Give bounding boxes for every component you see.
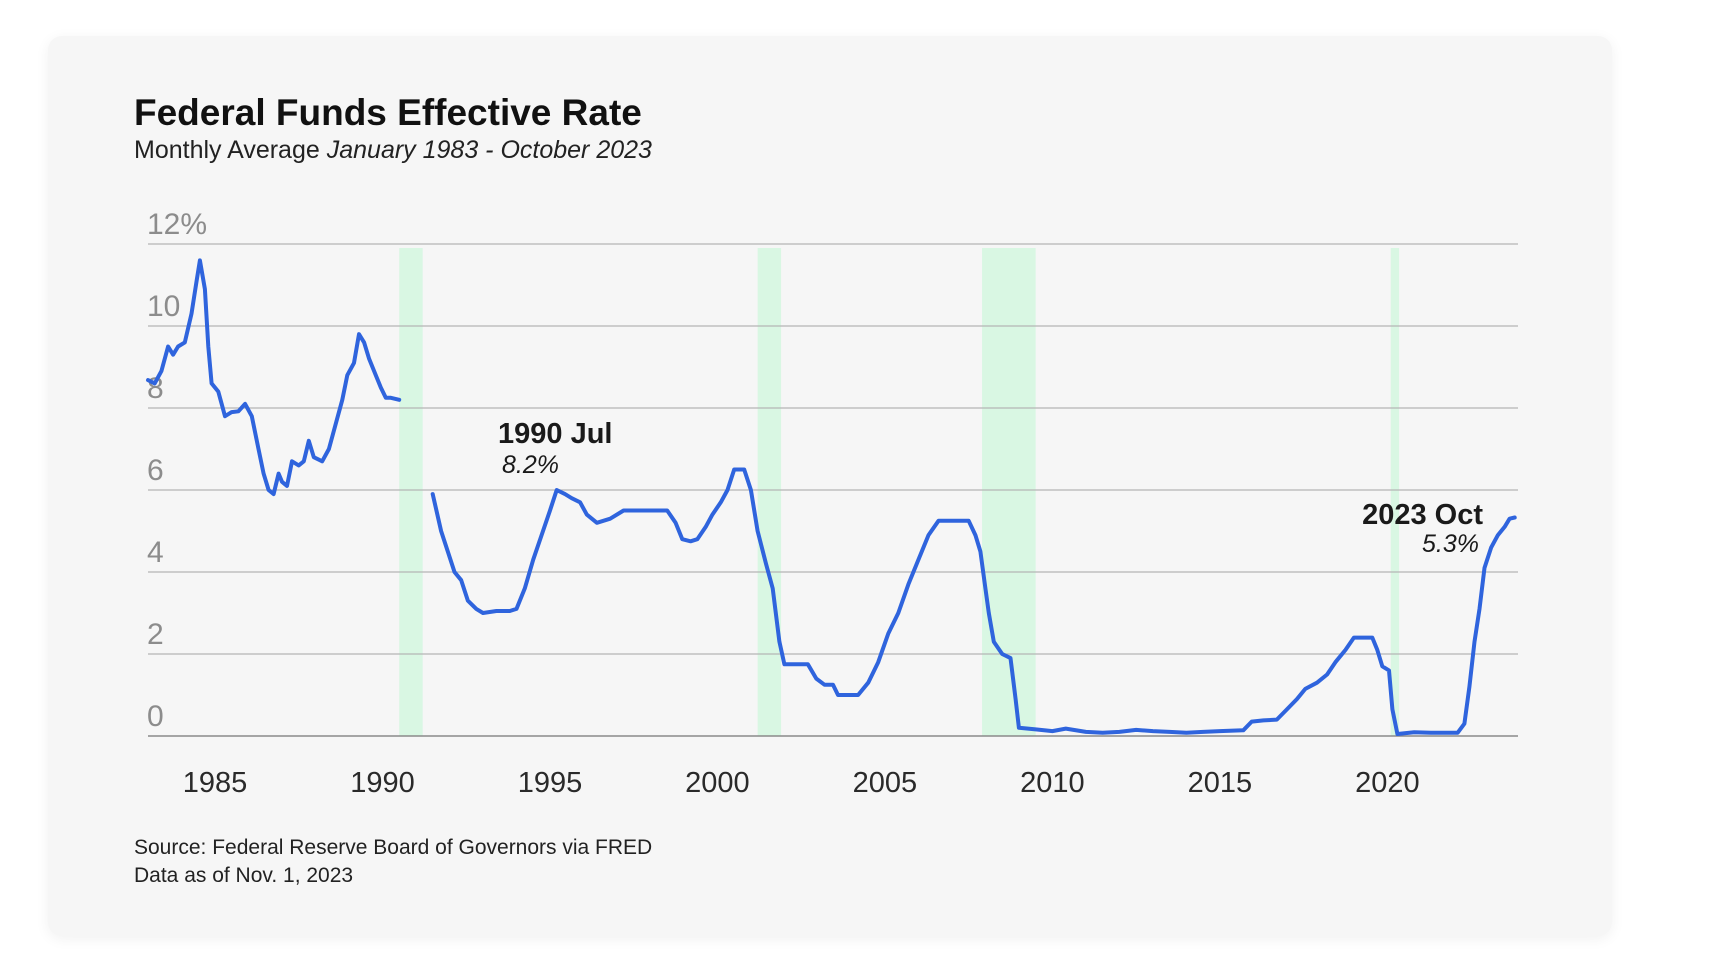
- data-date-text: Data as of Nov. 1, 2023: [134, 864, 354, 887]
- y-tick-label: 0: [147, 700, 164, 733]
- y-tick-label: 6: [147, 454, 164, 487]
- x-tick-label: 2020: [1355, 767, 1420, 799]
- series-line: [430, 467, 1517, 736]
- x-tick-label: 2015: [1188, 767, 1253, 799]
- y-tick-label: 8: [147, 372, 164, 405]
- annotation-label: 2023 Oct: [1362, 499, 1483, 531]
- x-tick-label: 2005: [853, 767, 918, 799]
- chart-subtitle: Monthly Average January 1983 - October 2…: [134, 136, 652, 165]
- series-lines: [146, 258, 1517, 736]
- x-tick-label: 1995: [518, 767, 583, 799]
- subtitle-range: January 1983 - October 2023: [326, 136, 652, 164]
- annotation-value: 8.2%: [502, 451, 559, 479]
- x-tick-label: 2000: [685, 767, 750, 799]
- y-axis-labels: 12% 10 8 6 4 2 0: [147, 208, 207, 733]
- x-tick-label: 1985: [183, 767, 248, 799]
- x-axis-labels: 1985 1990 1995 2000 2005 2010 2015 2020: [183, 767, 1420, 799]
- x-tick-label: 2010: [1020, 767, 1085, 799]
- y-tick-label: 10: [147, 290, 180, 323]
- y-tick-label: 4: [147, 536, 164, 569]
- annotation-value: 5.3%: [1422, 530, 1479, 558]
- source-text: Source: Federal Reserve Board of Governo…: [134, 836, 653, 859]
- chart-card: [48, 36, 1612, 936]
- chart-title: Federal Funds Effective Rate: [134, 92, 642, 133]
- gridlines: [148, 243, 1518, 737]
- recession-band: [1390, 248, 1400, 736]
- recession-bands: [399, 248, 1400, 736]
- subtitle-label: Monthly Average: [134, 136, 320, 164]
- y-tick-label: 12%: [147, 208, 207, 241]
- recession-band: [757, 248, 782, 736]
- x-tick-label: 1990: [350, 767, 415, 799]
- annotation-label: 1990 Jul: [498, 418, 612, 450]
- series-line: [146, 258, 402, 497]
- y-tick-label: 2: [147, 618, 164, 651]
- recession-band: [399, 248, 423, 736]
- recession-band: [982, 248, 1036, 736]
- source-note: Source: Federal Reserve Board of Governo…: [134, 834, 652, 890]
